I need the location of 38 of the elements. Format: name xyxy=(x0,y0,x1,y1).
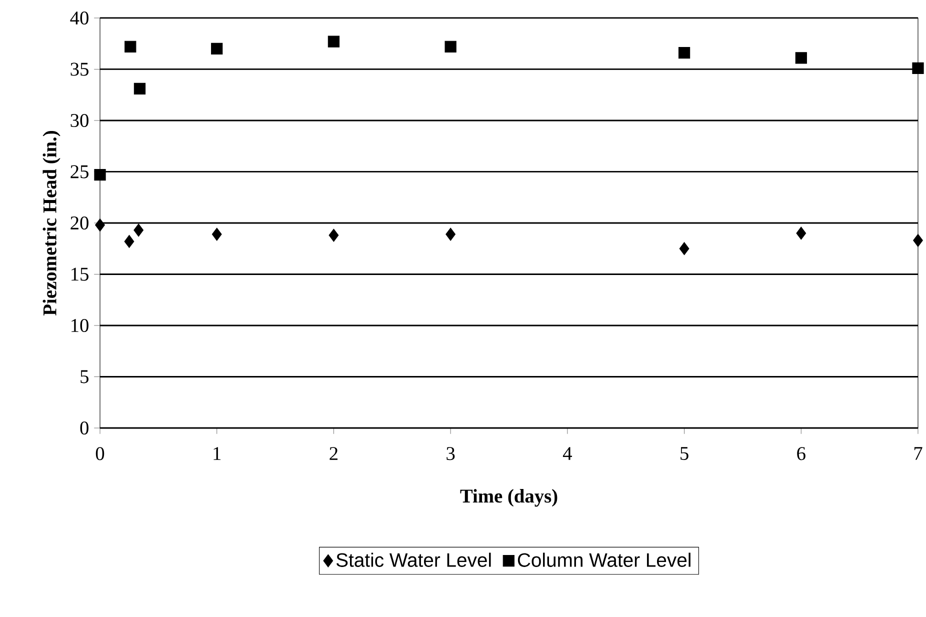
x-axis-title: Time (days) xyxy=(460,489,558,507)
point xyxy=(678,47,690,59)
x-tick-label: 5 xyxy=(680,447,688,460)
y-tick-label: 20 xyxy=(70,216,88,230)
point xyxy=(912,62,924,74)
point xyxy=(134,82,146,95)
x-tick-label: 4 xyxy=(562,447,572,460)
y-tick-label: 0 xyxy=(80,421,88,435)
point xyxy=(796,226,806,240)
x-tick-label: 3 xyxy=(446,447,455,460)
y-tick-label: 15 xyxy=(72,268,88,281)
point xyxy=(134,224,144,237)
point xyxy=(124,40,136,53)
point xyxy=(328,228,339,242)
y-tick-label: 5 xyxy=(80,370,88,384)
point xyxy=(124,234,134,248)
y-tick-label: 30 xyxy=(70,114,88,128)
point xyxy=(444,40,456,53)
point xyxy=(795,52,807,64)
point xyxy=(446,228,456,241)
y-axis-title: Piezometric Head (in.) xyxy=(42,131,60,316)
point xyxy=(328,36,340,48)
y-tick-label: 25 xyxy=(70,165,88,178)
point xyxy=(211,42,223,55)
y-tick-label: 35 xyxy=(70,62,88,76)
point xyxy=(94,169,106,181)
x-tick-label: 2 xyxy=(330,447,338,460)
x-tick-label: 6 xyxy=(797,447,806,460)
legend-label: Column Water Level xyxy=(518,552,690,567)
y-tick-label: 10 xyxy=(72,318,88,332)
x-tick-label: 1 xyxy=(214,447,221,460)
x-tick-label: 7 xyxy=(914,447,922,460)
point xyxy=(95,218,105,232)
legend-label: Static Water Level xyxy=(336,552,491,567)
y-tick-label: 40 xyxy=(70,11,88,25)
x-tick-label: 0 xyxy=(96,447,104,460)
point xyxy=(679,242,690,256)
point xyxy=(212,228,222,241)
